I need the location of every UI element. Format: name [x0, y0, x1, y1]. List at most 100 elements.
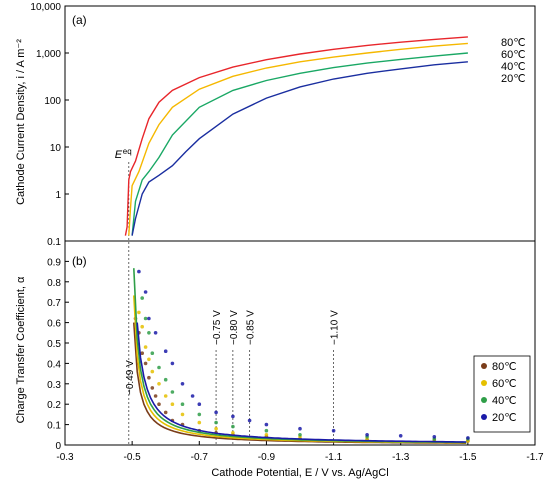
panel-a-series-label: 80℃ — [501, 37, 526, 49]
panel-b-point — [153, 394, 158, 398]
panel-a-series-line — [124, 36, 468, 236]
potential-marker-label: −0.85 V — [246, 310, 257, 345]
panel-b-ytick-label: 0 — [55, 441, 61, 452]
panel-b-point — [153, 331, 158, 335]
panel-b-point — [157, 402, 161, 407]
panel-b-point — [197, 412, 202, 417]
panel-b-point — [163, 410, 168, 415]
panel-b-fit-curve — [136, 322, 467, 443]
panel-b-point — [231, 424, 235, 429]
panel-b-point — [170, 361, 175, 366]
panel-b-point — [137, 310, 141, 315]
panel-b-ylabel: Charge Transfer Coefficient, α — [15, 276, 27, 423]
panel-b-point — [432, 435, 437, 439]
x-tick-label: -0.9 — [258, 452, 276, 463]
potential-marker-label: −0.75 V — [212, 310, 223, 345]
panel-b-point — [147, 331, 151, 335]
panel-a-ytick-label: 1,000 — [36, 49, 61, 60]
panel-b-ytick-label: 0.3 — [47, 380, 61, 391]
panel-b-point — [264, 428, 269, 433]
panel-a-series-line — [131, 52, 468, 236]
panel-b-point — [180, 412, 185, 417]
panel-b-point — [180, 402, 185, 407]
panel-b-fit-curve — [133, 268, 467, 444]
panel-b-point — [147, 375, 151, 380]
panel-a-series-line — [131, 61, 468, 236]
panel-b-point — [140, 324, 144, 329]
panel-b-point — [157, 365, 161, 370]
panel-a-ytick-label: 100 — [44, 96, 61, 107]
panel-b-fit-curve — [133, 295, 467, 444]
panel-b-point — [214, 420, 218, 425]
panel-a-ytick-label: 10,000 — [30, 2, 61, 13]
panel-b-legend-label: 80℃ — [492, 361, 517, 373]
panel-b-ytick-label: 0.5 — [47, 339, 61, 350]
x-axis-label: Cathode Potential, E / V vs. Ag/AgCl — [211, 467, 388, 479]
potential-marker-label: −0.80 V — [229, 310, 240, 345]
eq-potential-subscript: eq — [123, 147, 132, 156]
panel-b-point — [398, 434, 403, 438]
panel-b-point — [466, 436, 470, 440]
panel-b-point — [147, 357, 151, 362]
x-tick-label: -1.5 — [459, 452, 477, 463]
panel-b-ytick-label: 0.9 — [47, 257, 61, 268]
panel-a-series-label: 60℃ — [501, 49, 526, 61]
panel-b-point — [365, 433, 369, 437]
panel-b-legend-label: 60℃ — [492, 378, 517, 390]
panel-a-ytick-label: 10 — [50, 143, 62, 154]
panel-b-point — [190, 394, 195, 398]
panel-b-legend-marker — [481, 380, 487, 386]
panel-b-point — [197, 420, 202, 425]
panel-b-ytick-label: 0.4 — [47, 359, 61, 370]
panel-a-ytick-label: 0.1 — [47, 237, 61, 248]
panel-b-point — [143, 361, 148, 366]
panel-b-point — [231, 431, 235, 435]
panel-b-point — [298, 433, 302, 437]
panel-b-point — [143, 345, 148, 349]
eq-potential-label: E — [115, 149, 123, 161]
panel-b-label: (b) — [72, 254, 87, 268]
x-tick-label: -1.7 — [526, 452, 544, 463]
x-tick-label: -0.5 — [124, 452, 142, 463]
panel-b-point — [180, 382, 185, 386]
panel-b-point — [150, 386, 155, 390]
x-tick-label: -0.7 — [191, 452, 209, 463]
panel-b-legend-marker — [481, 363, 487, 369]
panel-b-point — [143, 316, 148, 321]
panel-b-legend-label: 20℃ — [492, 412, 517, 424]
panel-a-series-line — [128, 42, 468, 236]
panel-b-legend-marker — [481, 414, 487, 420]
panel-b-point — [170, 390, 175, 394]
panel-b-point — [214, 410, 218, 415]
panel-b-ytick-label: 0.2 — [47, 400, 61, 411]
x-tick-label: -0.3 — [56, 452, 74, 463]
panel-b-point — [143, 290, 148, 294]
panel-b-point — [214, 426, 218, 431]
panel-b-ytick-label: 0.8 — [47, 278, 61, 289]
panel-a-ylabel: Cathode Current Density, i / A m⁻² — [15, 39, 27, 205]
panel-b-ytick-label: 0.7 — [47, 298, 61, 309]
panel-b-point — [264, 433, 269, 437]
panel-b-point — [150, 369, 155, 374]
panel-b-legend-marker — [481, 397, 487, 403]
panel-a-ytick-label: 1 — [55, 190, 61, 201]
panel-b-point — [197, 402, 202, 407]
panel-b-point — [170, 402, 175, 407]
panel-b-legend-label: 40℃ — [492, 395, 517, 407]
panel-b-point — [163, 394, 168, 398]
x-tick-label: -1.1 — [325, 452, 343, 463]
panel-b-point — [157, 382, 161, 386]
panel-b-point — [163, 349, 168, 354]
potential-marker-label: −1.10 V — [330, 310, 341, 345]
panel-b-ytick-label: 0.1 — [47, 421, 61, 432]
panel-b-point — [163, 377, 168, 382]
panel-b-point — [137, 269, 141, 274]
panel-b-point — [264, 422, 269, 427]
panel-a-label: (a) — [72, 13, 87, 27]
panel-b-point — [140, 296, 144, 300]
panel-a-series-label: 40℃ — [501, 61, 526, 73]
panel-b-point — [331, 428, 336, 433]
panel-b-point — [247, 418, 252, 423]
